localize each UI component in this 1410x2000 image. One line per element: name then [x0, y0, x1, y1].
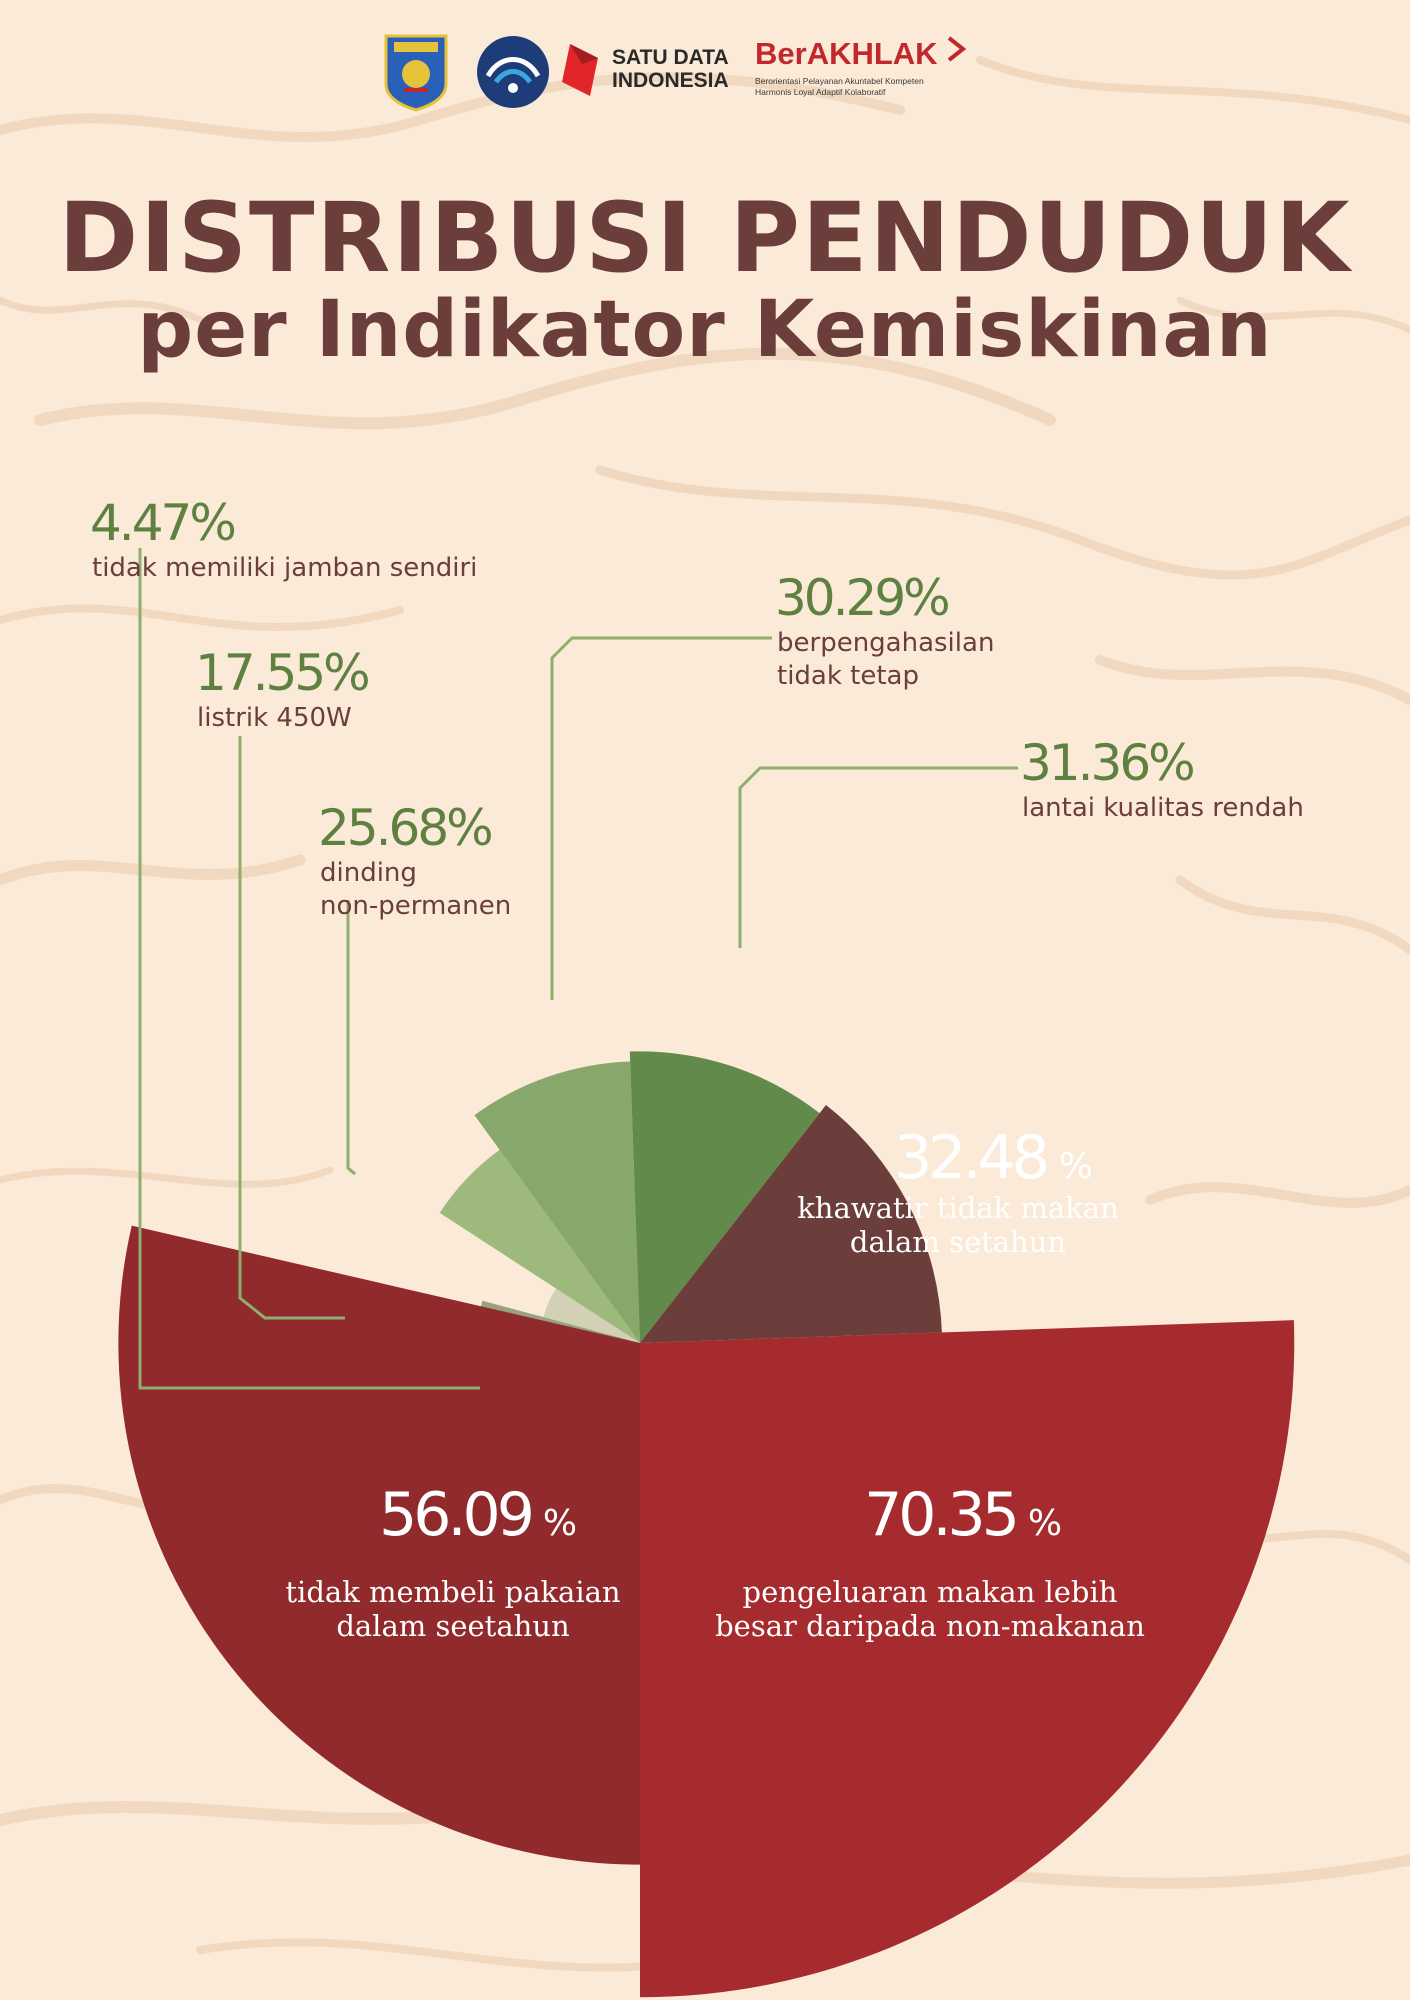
- category-label-2-0: dinding: [320, 858, 417, 888]
- percent-label-3: 30.29%: [775, 569, 948, 627]
- slice-7: [118, 1225, 641, 1865]
- category-label-1-0: listrik 450W: [197, 703, 352, 733]
- percent-label-6: 70.35: [864, 1480, 1016, 1550]
- slice-5: [640, 1104, 942, 1343]
- satu-data-icon: [562, 44, 598, 96]
- leader-line-0: [138, 548, 480, 1390]
- berakhlak-logo: BerAKHLAK Berorientasi Pelayanan Akuntab…: [755, 36, 980, 116]
- chevron-right-icon: [947, 36, 967, 62]
- leader-line-4: [738, 766, 1018, 948]
- percent-sign-7: %: [543, 1503, 577, 1544]
- slice-3: [474, 1061, 640, 1343]
- city-emblem-logo: [384, 34, 448, 112]
- percent-label-7: 56.09: [379, 1480, 531, 1550]
- category-label-0-0: tidak memiliki jamban sendiri: [92, 553, 477, 583]
- kominfo-logo: [477, 36, 549, 108]
- category-label-7-0: tidak membeli pakaian: [285, 1575, 620, 1609]
- percent-sign-5: %: [1059, 1146, 1093, 1187]
- percent-label-5: 32.48: [894, 1123, 1047, 1193]
- category-label-5-0: khawatir tidak makan: [797, 1191, 1119, 1225]
- sdi-text-line1: SATU DATA: [612, 46, 729, 69]
- slice-6: [640, 1320, 1295, 1998]
- berakhlak-sub-line2: Harmonis Loyal Adaptif Kolaboratif: [755, 87, 886, 97]
- category-label-6-0: pengeluaran makan lebih: [743, 1575, 1118, 1609]
- percent-label-0: 4.47%: [90, 494, 234, 552]
- slice-0: [543, 1281, 640, 1343]
- sdi-text-line2: INDONESIA: [612, 69, 729, 92]
- category-label-4-0: lantai kualitas rendah: [1022, 793, 1304, 823]
- category-label-7-1: dalam seetahun: [336, 1609, 569, 1643]
- percent-label-1: 17.55%: [195, 644, 368, 702]
- satu-data-indonesia-logo: SATU DATA INDONESIA: [560, 34, 760, 112]
- berakhlak-title: BerAKHLAK: [755, 36, 938, 71]
- logo-bar: SATU DATA INDONESIA BerAKHLAK Berorienta…: [380, 28, 980, 118]
- category-label-5-1: dalam setahun: [850, 1225, 1066, 1259]
- category-label-6-1: besar daripada non-makanan: [715, 1609, 1145, 1643]
- percent-label-4: 31.36%: [1020, 734, 1193, 792]
- page-subtitle: per Indikator Kemiskinan: [137, 285, 1273, 375]
- leader-line-1: [238, 736, 345, 1320]
- slice-4: [629, 1051, 820, 1343]
- category-label-3-0: berpengahasilan: [777, 628, 994, 658]
- leader-line-2: [346, 900, 356, 1176]
- percent-sign-6: %: [1028, 1503, 1062, 1544]
- percent-label-2: 25.68%: [318, 799, 491, 857]
- category-label-3-1: tidak tetap: [777, 661, 919, 691]
- leader-line-3: [550, 636, 772, 1000]
- berakhlak-sub-line1: Berorientasi Pelayanan Akuntabel Kompete…: [755, 76, 924, 86]
- slice-2: [439, 1149, 640, 1343]
- page-title: DISTRIBUSI PENDUDUK: [58, 182, 1352, 294]
- category-label-2-1: non-permanen: [320, 891, 511, 921]
